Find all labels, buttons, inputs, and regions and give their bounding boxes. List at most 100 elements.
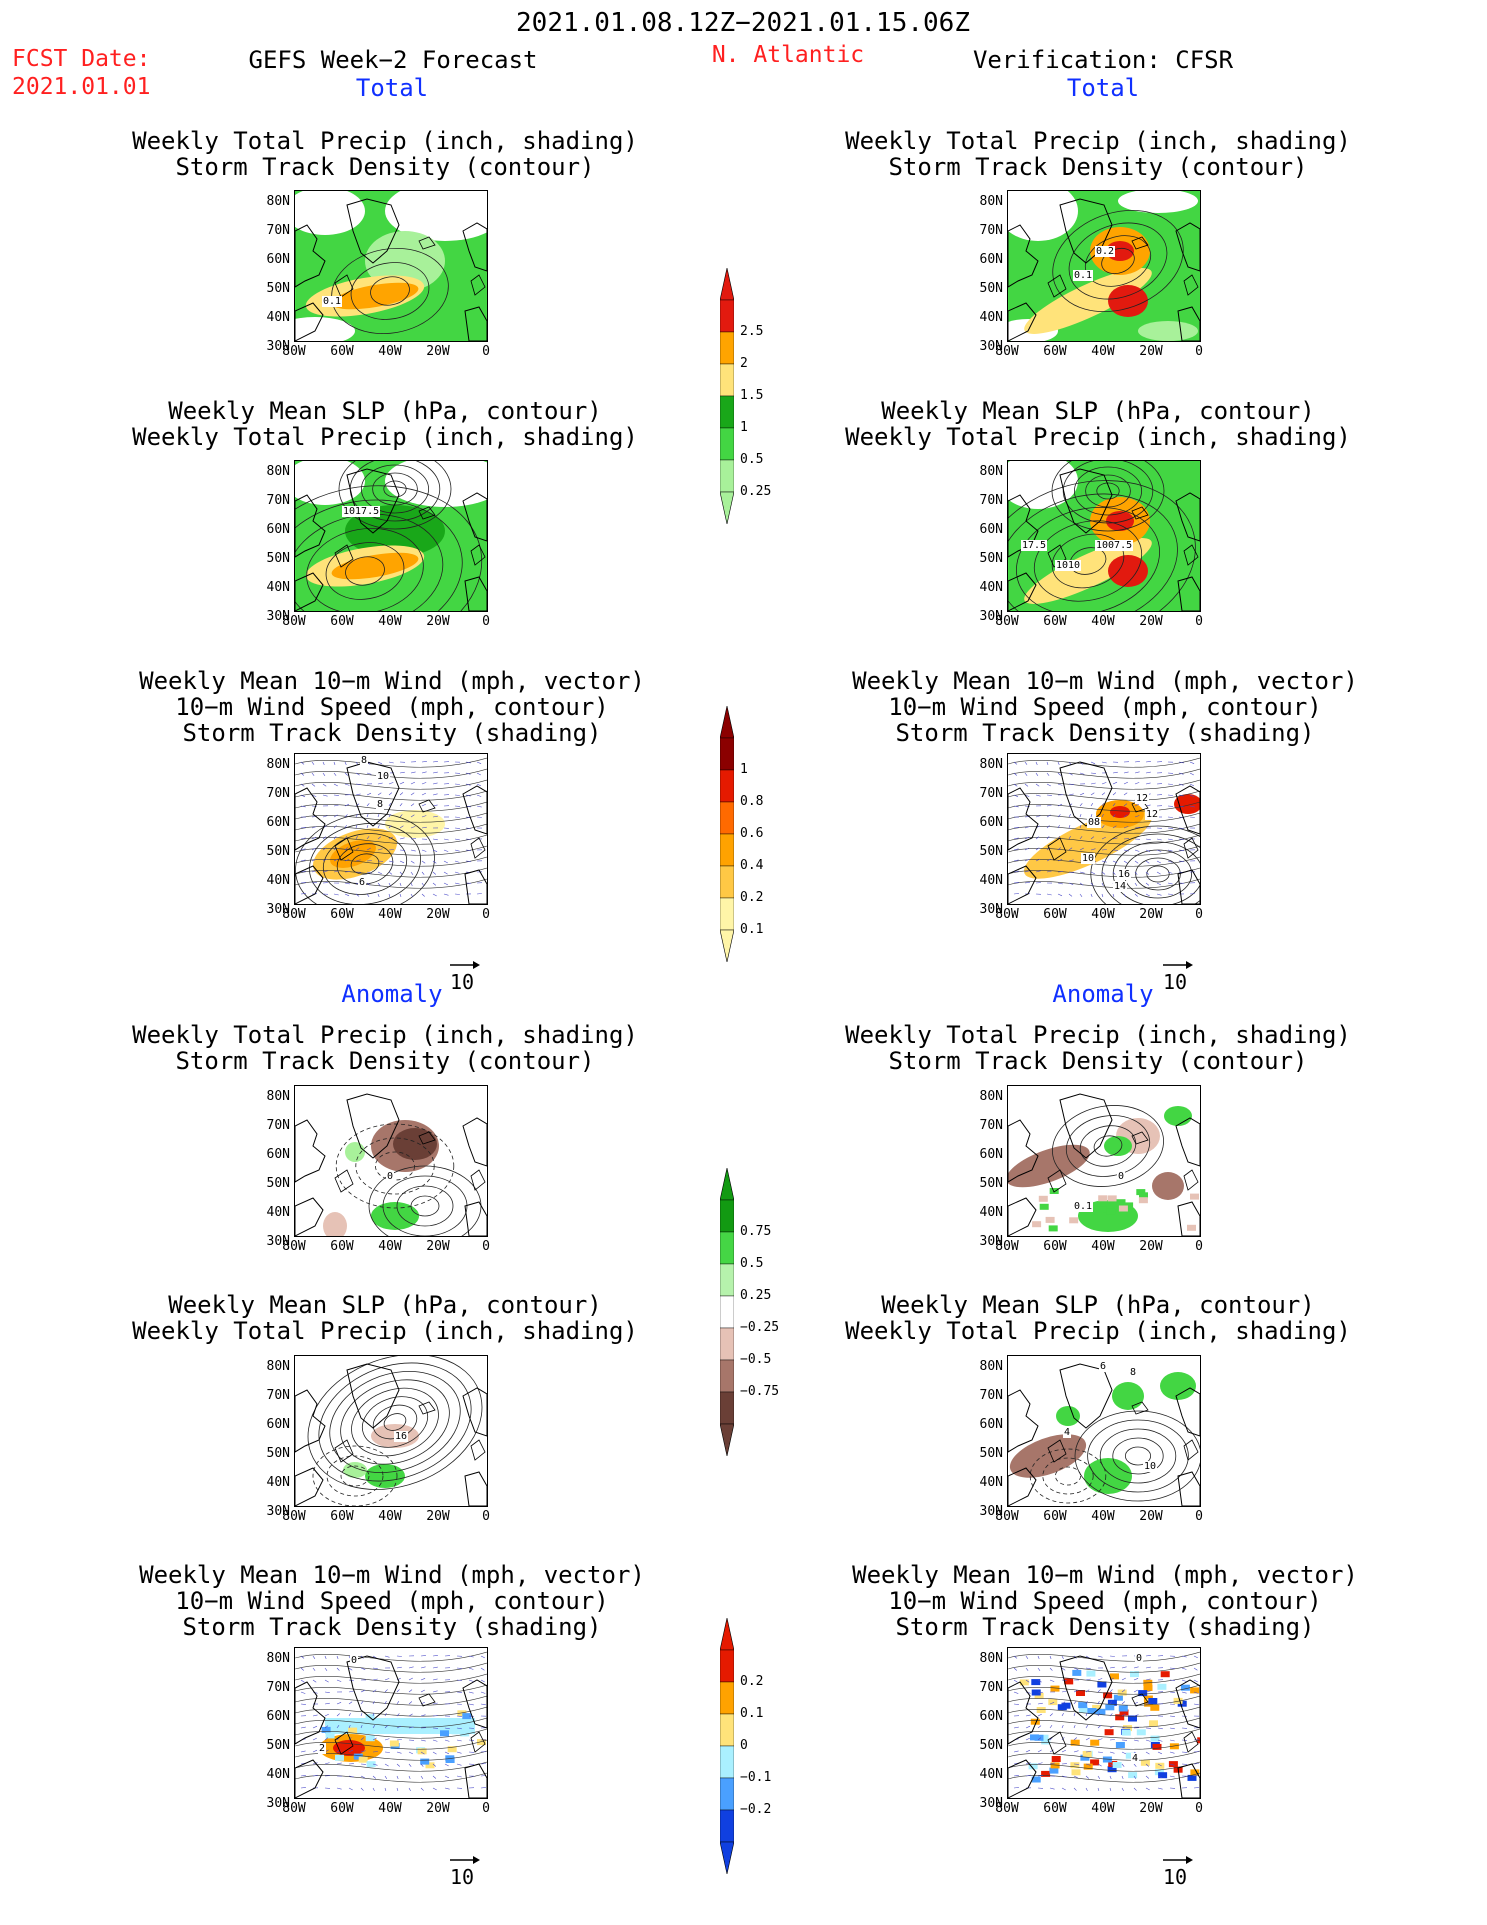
vector-ref-ob-total: 10: [1163, 960, 1193, 994]
lon-tick-label: 40W: [1091, 1801, 1115, 1816]
lat-tick-label: 80N: [266, 464, 290, 479]
panel-title-fc-total-slp: Weekly Mean SLP (hPa, contour) Weekly Tot…: [132, 397, 638, 451]
lon-tick-label: 20W: [426, 1239, 450, 1254]
lon-tick-label: 60W: [1043, 1509, 1067, 1524]
lon-tick-label: 40W: [1091, 614, 1115, 629]
lon-tick-label: 0: [482, 1509, 490, 1524]
lon-tick-label: 80W: [995, 344, 1019, 359]
lat-tick-label: 30N: [266, 609, 290, 624]
lat-tick-label: 70N: [266, 223, 290, 238]
map-fc-total-precip: [294, 190, 488, 342]
lat-tick-label: 50N: [266, 281, 290, 296]
lon-tick-label: 60W: [330, 344, 354, 359]
contour-label: 6: [1099, 1361, 1108, 1372]
contour-label: 1010: [1055, 560, 1082, 571]
lat-tick-label: 70N: [266, 1388, 290, 1403]
lat-tick-label: 50N: [266, 1446, 290, 1461]
lon-tick-label: 20W: [1139, 344, 1163, 359]
lat-tick-label: 70N: [979, 1680, 1003, 1695]
map-ob-total-wind: [1007, 753, 1201, 905]
colorbar-tick-label: −0.2: [740, 1802, 772, 1817]
panel-title-ob-anom-precip: Weekly Total Precip (inch, shading) Storm…: [845, 1021, 1351, 1075]
lon-tick-label: 60W: [330, 614, 354, 629]
vector-ref-fc-total: 10: [450, 960, 480, 994]
lat-tick-label: 50N: [979, 1446, 1003, 1461]
forecast-column-title: GEFS Week−2 Forecast: [248, 46, 538, 74]
lon-tick-label: 20W: [426, 344, 450, 359]
map-ob-total-precip: [1007, 190, 1201, 342]
lat-tick-label: 80N: [266, 194, 290, 209]
lat-tick-label: 60N: [979, 522, 1003, 537]
lon-tick-label: 80W: [995, 907, 1019, 922]
lat-tick-label: 80N: [979, 1651, 1003, 1666]
lon-tick-label: 80W: [995, 1801, 1019, 1816]
lat-tick-label: 40N: [266, 1475, 290, 1490]
colorbar-tick-label: 0.25: [740, 484, 772, 499]
lat-tick-label: 40N: [266, 310, 290, 325]
lon-tick-label: 40W: [1091, 907, 1115, 922]
colorbar-tick-label: 1: [740, 762, 748, 777]
lon-tick-label: 60W: [330, 907, 354, 922]
map-ob-anom-wind: [1007, 1647, 1201, 1799]
lat-tick-label: 80N: [979, 464, 1003, 479]
lat-tick-label: 40N: [266, 1767, 290, 1782]
lat-tick-label: 30N: [266, 339, 290, 354]
lon-tick-label: 80W: [995, 614, 1019, 629]
lat-tick-label: 40N: [266, 580, 290, 595]
lon-tick-label: 0: [482, 1801, 490, 1816]
colorbar-tick-label: 1.5: [740, 388, 764, 403]
lat-tick-label: 70N: [979, 493, 1003, 508]
panel-title-fc-total-precip: Weekly Total Precip (inch, shading) Storm…: [132, 127, 638, 181]
lon-tick-label: 0: [1195, 614, 1203, 629]
lon-tick-label: 80W: [282, 1239, 306, 1254]
lat-tick-label: 70N: [266, 1680, 290, 1695]
fcst-date-label: FCST Date:: [12, 46, 151, 72]
lat-tick-label: 60N: [979, 815, 1003, 830]
map-ob-total-slp: [1007, 460, 1201, 612]
lon-tick-label: 20W: [426, 1801, 450, 1816]
lat-tick-label: 30N: [979, 1796, 1003, 1811]
lon-tick-label: 60W: [1043, 614, 1067, 629]
contour-label: 10: [1143, 1461, 1158, 1472]
lon-tick-label: 20W: [1139, 907, 1163, 922]
lat-tick-label: 60N: [979, 252, 1003, 267]
lat-tick-label: 60N: [979, 1709, 1003, 1724]
colorbar-tick-label: 2: [740, 356, 748, 371]
lat-tick-label: 80N: [979, 194, 1003, 209]
colorbar-tick-label: 0.75: [740, 1224, 772, 1239]
contour-label: 0: [1117, 1171, 1126, 1182]
lat-tick-label: 50N: [266, 1738, 290, 1753]
lon-tick-label: 80W: [282, 614, 306, 629]
lat-tick-label: 40N: [979, 580, 1003, 595]
contour-label: 0.2: [1095, 246, 1116, 257]
colorbar-tick-label: 0.8: [740, 794, 764, 809]
lon-tick-label: 40W: [1091, 1239, 1115, 1254]
contour-label: 0.1: [1073, 270, 1094, 281]
lat-tick-label: 30N: [979, 609, 1003, 624]
contour-label: 0: [350, 1655, 359, 1666]
lon-tick-label: 80W: [282, 907, 306, 922]
lat-tick-label: 40N: [266, 873, 290, 888]
lon-tick-label: 20W: [426, 1509, 450, 1524]
lat-tick-label: 30N: [979, 1504, 1003, 1519]
contour-label: 10: [1081, 853, 1096, 864]
panel-title-fc-anom-slp: Weekly Mean SLP (hPa, contour) Weekly Tot…: [132, 1291, 638, 1345]
panel-title-ob-total-slp: Weekly Mean SLP (hPa, contour) Weekly Tot…: [845, 397, 1351, 451]
lat-tick-label: 30N: [266, 1504, 290, 1519]
map-fc-anom-slp: [294, 1355, 488, 1507]
lon-tick-label: 0: [482, 614, 490, 629]
lat-tick-label: 60N: [266, 522, 290, 537]
lat-tick-label: 50N: [979, 551, 1003, 566]
lat-tick-label: 30N: [266, 902, 290, 917]
lon-tick-label: 40W: [378, 1239, 402, 1254]
panel-title-ob-anom-wind: Weekly Mean 10−m Wind (mph, vector) 10−m …: [852, 1561, 1358, 1641]
lon-tick-label: 40W: [378, 614, 402, 629]
contour-label: 17.5: [1021, 540, 1048, 551]
lat-tick-label: 40N: [266, 1205, 290, 1220]
lon-tick-label: 80W: [995, 1509, 1019, 1524]
lat-tick-label: 30N: [979, 339, 1003, 354]
lon-tick-label: 20W: [1139, 1509, 1163, 1524]
lon-tick-label: 40W: [378, 344, 402, 359]
colorbar-tick-label: 0.4: [740, 858, 764, 873]
map-fc-anom-wind: [294, 1647, 488, 1799]
